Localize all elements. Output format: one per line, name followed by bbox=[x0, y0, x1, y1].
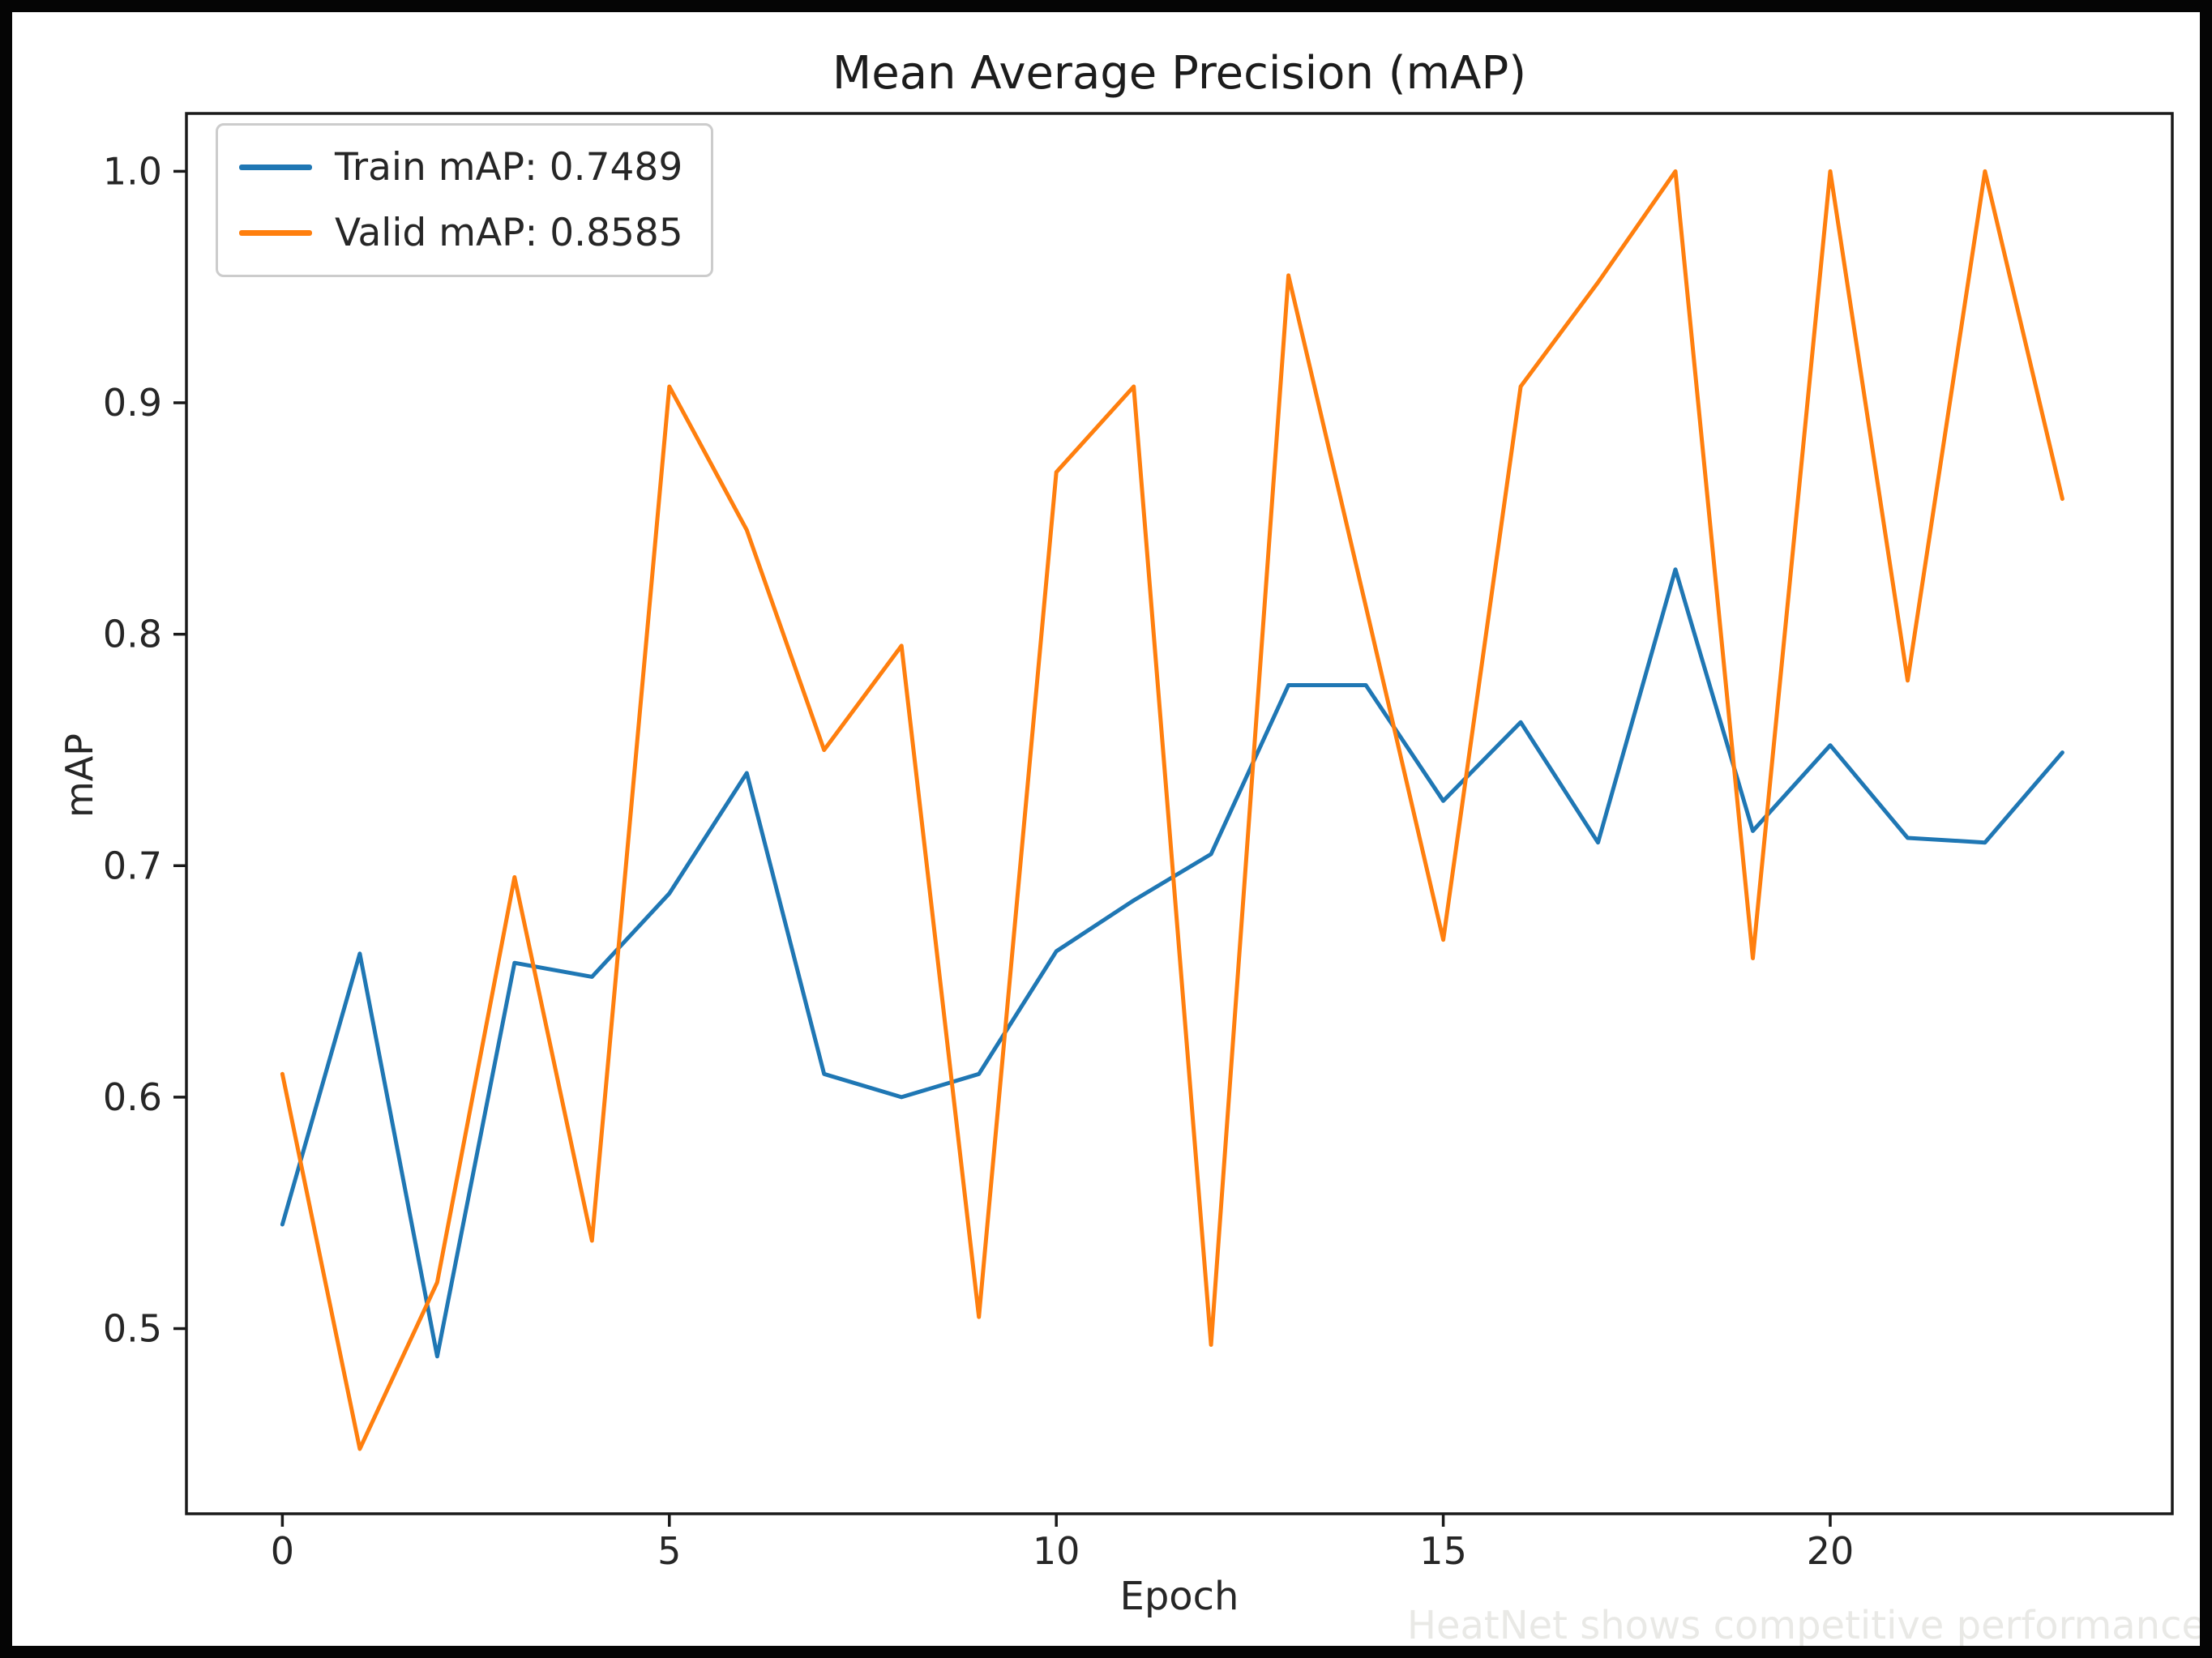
valid-line-swatch bbox=[239, 230, 312, 236]
x-tick-label: 15 bbox=[1419, 1529, 1467, 1573]
x-tick-label: 0 bbox=[271, 1529, 294, 1573]
legend-label-valid: Valid mAP: 0.8585 bbox=[335, 211, 683, 255]
x-tick-label: 10 bbox=[1033, 1529, 1080, 1573]
x-tick-label: 5 bbox=[657, 1529, 681, 1573]
y-tick-label: 1.0 bbox=[103, 149, 162, 193]
x-axis-label: Epoch bbox=[1119, 1574, 1239, 1619]
train-line-swatch bbox=[239, 165, 312, 170]
y-tick-label: 0.7 bbox=[103, 844, 162, 887]
y-axis-label: mAP bbox=[58, 733, 101, 818]
axes-spines bbox=[185, 112, 2174, 1515]
legend-item-valid: Valid mAP: 0.8585 bbox=[239, 211, 683, 255]
legend-label-train: Train mAP: 0.7489 bbox=[335, 145, 683, 190]
y-tick-label: 0.8 bbox=[103, 613, 162, 656]
y-tick-label: 0.5 bbox=[103, 1307, 162, 1351]
legend-box: Train mAP: 0.7489 Valid mAP: 0.8585 bbox=[216, 123, 713, 277]
legend-item-train: Train mAP: 0.7489 bbox=[239, 145, 683, 190]
train-map-line bbox=[280, 567, 2064, 1359]
valid-map-line bbox=[280, 169, 2064, 1451]
chart-title: Mean Average Precision (mAP) bbox=[832, 47, 1527, 100]
y-tick-label: 0.6 bbox=[103, 1075, 162, 1119]
y-tick-label: 0.9 bbox=[103, 381, 162, 425]
x-tick-label: 20 bbox=[1807, 1529, 1855, 1573]
watermark-text: HeatNet shows competitive performance bbox=[1406, 1603, 2206, 1648]
